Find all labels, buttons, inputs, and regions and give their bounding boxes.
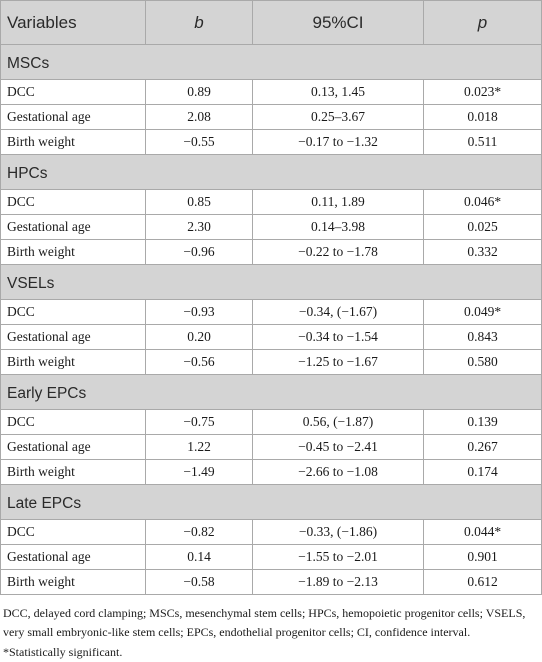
b-cell: −0.75 [145,409,253,435]
p-cell: 0.901 [423,544,542,570]
table-row: DCC −0.82 −0.33, (−1.86) 0.044* [0,519,542,545]
p-cell: 0.023* [423,79,542,105]
b-cell: −0.96 [145,239,253,265]
group-label: Early EPCs [0,374,542,410]
variable-cell: Birth weight [0,349,146,375]
p-cell: 0.332 [423,239,542,265]
b-cell: −0.58 [145,569,253,595]
variable-cell: DCC [0,79,146,105]
header-p: p [423,0,542,45]
group-row: Early EPCs [0,374,542,410]
ci-cell: −0.33, (−1.86) [252,519,424,545]
table-row: Gestational age 1.22 −0.45 to −2.41 0.26… [0,434,542,460]
ci-cell: −0.45 to −2.41 [252,434,424,460]
table-row: Birth weight −0.96 −0.22 to −1.78 0.332 [0,239,542,265]
ci-cell: 0.56, (−1.87) [252,409,424,435]
variable-cell: DCC [0,189,146,215]
table-row: Gestational age 0.14 −1.55 to −2.01 0.90… [0,544,542,570]
p-cell: 0.025 [423,214,542,240]
p-cell: 0.174 [423,459,542,485]
table-row: Birth weight −0.58 −1.89 to −2.13 0.612 [0,569,542,595]
table-body: MSCs DCC 0.89 0.13, 1.45 0.023* Gestatio… [0,44,542,595]
ci-cell: 0.11, 1.89 [252,189,424,215]
group-label: Late EPCs [0,484,542,520]
variable-cell: Birth weight [0,569,146,595]
group-row: Late EPCs [0,484,542,520]
ci-cell: −1.55 to −2.01 [252,544,424,570]
variable-cell: DCC [0,409,146,435]
header-variables: Variables [0,0,146,45]
p-cell: 0.046* [423,189,542,215]
table-row: Birth weight −0.55 −0.17 to −1.32 0.511 [0,129,542,155]
ci-cell: −0.22 to −1.78 [252,239,424,265]
table-row: DCC −0.75 0.56, (−1.87) 0.139 [0,409,542,435]
b-cell: −1.49 [145,459,253,485]
variable-cell: Birth weight [0,129,146,155]
header-ci: 95%CI [252,0,424,45]
table-row: Birth weight −1.49 −2.66 to −1.08 0.174 [0,459,542,485]
table-row: Birth weight −0.56 −1.25 to −1.67 0.580 [0,349,542,375]
group-row: MSCs [0,44,542,80]
table-row: DCC 0.85 0.11, 1.89 0.046* [0,189,542,215]
ci-cell: 0.13, 1.45 [252,79,424,105]
variable-cell: DCC [0,299,146,325]
table-row: DCC −0.93 −0.34, (−1.67) 0.049* [0,299,542,325]
header-b: b [145,0,253,45]
table-row: Gestational age 2.08 0.25–3.67 0.018 [0,104,542,130]
variable-cell: Gestational age [0,434,146,460]
b-cell: 2.30 [145,214,253,240]
b-cell: 0.20 [145,324,253,350]
p-cell: 0.612 [423,569,542,595]
variable-cell: Gestational age [0,324,146,350]
b-cell: 0.14 [145,544,253,570]
ci-cell: 0.14–3.98 [252,214,424,240]
group-row: HPCs [0,154,542,190]
p-cell: 0.018 [423,104,542,130]
p-cell: 0.580 [423,349,542,375]
variable-cell: Birth weight [0,239,146,265]
variable-cell: Birth weight [0,459,146,485]
table-row: Gestational age 0.20 −0.34 to −1.54 0.84… [0,324,542,350]
variable-cell: Gestational age [0,214,146,240]
ci-cell: 0.25–3.67 [252,104,424,130]
p-cell: 0.139 [423,409,542,435]
p-cell: 0.511 [423,129,542,155]
variable-cell: Gestational age [0,104,146,130]
b-cell: 1.22 [145,434,253,460]
table-row: Gestational age 2.30 0.14–3.98 0.025 [0,214,542,240]
b-cell: 0.85 [145,189,253,215]
b-cell: −0.82 [145,519,253,545]
p-cell: 0.267 [423,434,542,460]
p-cell: 0.049* [423,299,542,325]
ci-cell: −1.89 to −2.13 [252,569,424,595]
group-label: VSELs [0,264,542,300]
table-row: DCC 0.89 0.13, 1.45 0.023* [0,79,542,105]
b-cell: 2.08 [145,104,253,130]
table-header-row: Variables b 95%CI p [0,0,542,45]
ci-cell: −1.25 to −1.67 [252,349,424,375]
variable-cell: Gestational age [0,544,146,570]
ci-cell: −2.66 to −1.08 [252,459,424,485]
group-row: VSELs [0,264,542,300]
ci-cell: −0.17 to −1.32 [252,129,424,155]
group-label: MSCs [0,44,542,80]
table-footnotes: DCC, delayed cord clamping; MSCs, mesenc… [0,595,542,662]
b-cell: −0.93 [145,299,253,325]
variable-cell: DCC [0,519,146,545]
significance-note: *Statistically significant. [3,645,123,659]
b-cell: 0.89 [145,79,253,105]
b-cell: −0.56 [145,349,253,375]
group-label: HPCs [0,154,542,190]
b-cell: −0.55 [145,129,253,155]
p-cell: 0.044* [423,519,542,545]
ci-cell: −0.34, (−1.67) [252,299,424,325]
regression-table: Variables b 95%CI p MSCs DCC 0.89 0.13, … [0,0,542,595]
abbreviations-note: DCC, delayed cord clamping; MSCs, mesenc… [3,606,526,639]
p-cell: 0.843 [423,324,542,350]
ci-cell: −0.34 to −1.54 [252,324,424,350]
